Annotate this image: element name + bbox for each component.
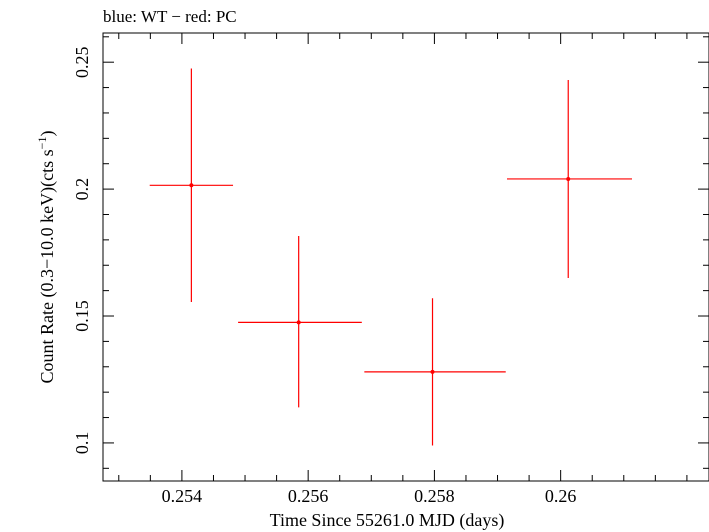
x-tick-label: 0.26 bbox=[545, 486, 577, 506]
y-tick-label: 0.25 bbox=[72, 46, 92, 78]
data-marker bbox=[566, 176, 571, 181]
y-tick-label: 0.15 bbox=[72, 300, 92, 332]
data-marker bbox=[189, 183, 194, 188]
chart-title: blue: WT − red: PC bbox=[103, 7, 237, 26]
data-point bbox=[238, 236, 362, 408]
y-tick-label: 0.2 bbox=[72, 178, 92, 201]
plot-frame bbox=[102, 32, 709, 482]
data-points bbox=[149, 68, 632, 446]
x-tick-label: 0.258 bbox=[414, 486, 455, 506]
data-point bbox=[364, 298, 506, 446]
data-point bbox=[149, 68, 234, 303]
axis-ticks: 0.254 0.256 0.258 0.26 0.1 0.15 0.2 0.25 bbox=[72, 33, 709, 506]
y-axis-label-main: Count Rate (0.3−10.0 keV)(cts s bbox=[37, 149, 58, 383]
y-axis-label: Count Rate (0.3−10.0 keV)(cts s−1) bbox=[35, 131, 58, 384]
x-tick-label: 0.254 bbox=[162, 486, 203, 506]
data-marker bbox=[296, 320, 301, 325]
data-point bbox=[507, 79, 632, 278]
x-axis-label: Time Since 55261.0 MJD (days) bbox=[270, 510, 505, 531]
y-tick-label: 0.1 bbox=[72, 432, 92, 455]
data-marker bbox=[430, 369, 435, 374]
y-axis-label-end: ) bbox=[37, 131, 58, 137]
x-tick-label: 0.256 bbox=[288, 486, 329, 506]
y-axis-label-superscript: −1 bbox=[35, 137, 49, 150]
